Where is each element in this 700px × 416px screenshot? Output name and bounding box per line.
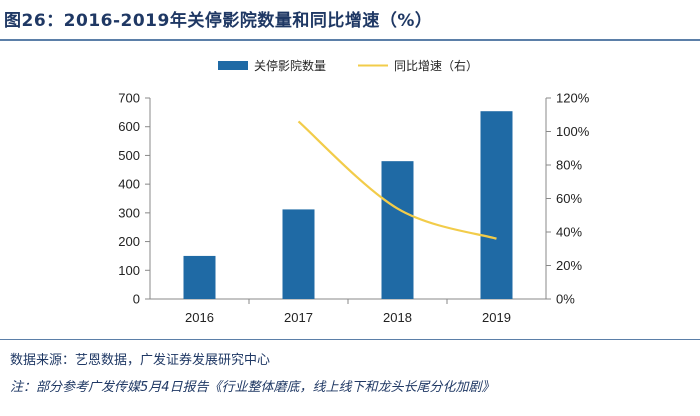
left-tick-label: 0 (133, 292, 140, 307)
bar-2017 (282, 209, 315, 299)
x-tick-label: 2017 (284, 310, 313, 325)
axes: 0 100 200 300 400 500 600 700 0% 20% 40% 60% 80% 100%… (118, 91, 589, 326)
right-tick-label: 40% (556, 225, 582, 240)
growth-line (297, 120, 497, 240)
left-tick-label: 500 (118, 148, 140, 163)
bar-2016 (183, 255, 216, 299)
right-tick-label: 100% (556, 124, 590, 139)
x-tick-label: 2018 (383, 310, 412, 325)
left-tick-label: 100 (118, 263, 140, 278)
right-tick-label: 80% (556, 158, 582, 173)
right-tick-label: 0% (556, 292, 575, 307)
right-tick-label: 120% (556, 91, 590, 106)
x-tick-label: 2016 (185, 310, 214, 325)
legend-swatch-bar (218, 61, 248, 70)
right-tick-label: 60% (556, 191, 582, 206)
bar-series (183, 111, 513, 299)
legend: 关停影院数量 同比增速（右） (218, 58, 478, 73)
left-tick-label: 600 (118, 119, 140, 134)
left-tick-label: 400 (118, 177, 140, 192)
bar-2018 (381, 161, 414, 299)
bar-2019 (480, 111, 513, 299)
left-tick-label: 700 (118, 91, 140, 106)
left-tick-label: 200 (118, 234, 140, 249)
legend-label-line: 同比增速（右） (394, 58, 478, 73)
line-series (297, 120, 497, 240)
x-tick-label: 2019 (482, 310, 511, 325)
bottom-rule (0, 339, 700, 340)
top-rule (0, 39, 700, 41)
figure-title: 图26：2016-2019年关停影院数量和同比增速（%） (4, 11, 433, 31)
combo-chart: 关停影院数量 同比增速（右） 0 100 200 300 400 500 600 700 0% 2… (118, 58, 589, 326)
left-tick-label: 300 (118, 205, 140, 220)
right-tick-label: 20% (556, 258, 582, 273)
legend-label-bar: 关停影院数量 (254, 58, 326, 73)
footnote: 注：部分参考广发传媒5月4日报告《行业整体磨底，线上线下和龙头长尾分化加剧》 (10, 380, 495, 395)
source-note: 数据来源：艺恩数据，广发证券发展研究中心 (10, 353, 271, 368)
